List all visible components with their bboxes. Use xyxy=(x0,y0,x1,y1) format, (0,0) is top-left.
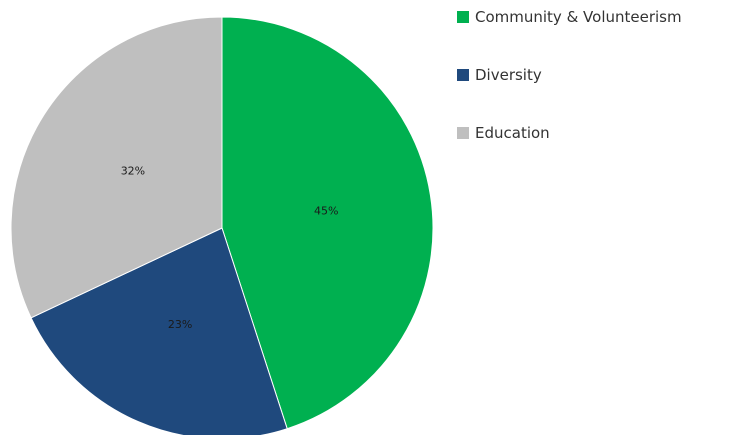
pie-slice-diversity xyxy=(30,227,288,435)
data-label-diversity: 23% xyxy=(168,318,192,331)
data-label-community-volunteerism: 45% xyxy=(314,205,338,218)
legend-label-education: Education xyxy=(475,124,550,142)
legend-item-community-volunteerism: Community & Volunteerism xyxy=(457,6,682,28)
legend-item-education: Education xyxy=(457,122,682,144)
legend-swatch-community-volunteerism xyxy=(457,11,469,23)
pie-slice-education xyxy=(10,16,223,319)
legend-swatch-education xyxy=(457,127,469,139)
pie-slice-community-volunteerism xyxy=(221,16,434,430)
data-label-education: 32% xyxy=(121,164,145,177)
legend-label-diversity: Diversity xyxy=(475,66,542,84)
chart-legend: Community & Volunteerism Diversity Educa… xyxy=(457,6,682,180)
legend-item-diversity: Diversity xyxy=(457,64,682,86)
legend-swatch-diversity xyxy=(457,69,469,81)
legend-label-community-volunteerism: Community & Volunteerism xyxy=(475,8,682,26)
